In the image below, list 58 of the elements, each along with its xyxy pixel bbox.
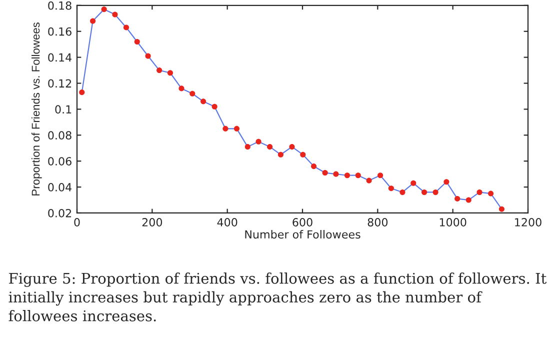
- point: [333, 171, 339, 177]
- point: [267, 144, 273, 150]
- point: [167, 70, 173, 76]
- point: [134, 38, 140, 45]
- y-tick-label: 0.16: [48, 27, 72, 36]
- point: [498, 206, 504, 212]
- point: [421, 189, 428, 196]
- point: [454, 196, 460, 202]
- y-tick-label: 0.18: [48, 1, 72, 10]
- point: [278, 152, 284, 158]
- x-tick-label: 1200: [515, 218, 542, 226]
- point: [466, 197, 472, 203]
- point: [156, 68, 162, 74]
- point: [300, 152, 306, 158]
- point: [344, 172, 350, 178]
- point: [322, 170, 328, 176]
- point: [400, 189, 406, 196]
- point: [355, 172, 361, 178]
- point: [432, 189, 438, 196]
- y-tick-label: 0.06: [48, 157, 72, 166]
- y-tick-label: 0.08: [48, 131, 72, 140]
- point: [289, 144, 295, 150]
- point: [123, 24, 130, 30]
- point: [444, 179, 450, 185]
- x-tick-label: 1000: [440, 218, 466, 226]
- point: [476, 189, 482, 196]
- point: [366, 178, 372, 184]
- x-tick-label: 800: [368, 218, 388, 226]
- point: [200, 98, 206, 104]
- x-tick-label: 200: [142, 218, 162, 226]
- x-tick-label: 400: [217, 218, 238, 226]
- point: [112, 12, 118, 18]
- point: [388, 186, 394, 192]
- y-tick-label: 0.04: [48, 183, 72, 192]
- x-axis-title: Number of Followees: [245, 230, 360, 239]
- point: [79, 90, 85, 96]
- y-tick-label: 0.12: [48, 79, 72, 88]
- point: [90, 18, 96, 24]
- point: [378, 172, 384, 178]
- point: [212, 104, 218, 110]
- point: [178, 86, 184, 92]
- caption: Figure 5: Proportion of friends vs. followees as a function of followers. It initially increases but rapidly approaches zero as the number of followees increases.: [8, 272, 547, 322]
- point: [145, 53, 151, 59]
- point: [310, 164, 317, 170]
- y-axis-title: Proportion of Friends vs. Followees: [31, 22, 42, 196]
- y-tick-label: 0.02: [48, 208, 72, 218]
- point: [410, 180, 416, 186]
- y-tick-label: 0.14: [48, 53, 72, 62]
- y-tick-label: 0.1: [55, 105, 72, 114]
- x-tick-label: 0: [74, 218, 80, 226]
- x-tick-label: 600: [292, 218, 312, 226]
- point: [234, 126, 240, 132]
- point: [190, 90, 196, 96]
- point: [244, 144, 250, 150]
- point: [222, 126, 228, 132]
- point: [256, 138, 262, 144]
- point: [488, 190, 494, 196]
- point: [101, 6, 107, 12]
